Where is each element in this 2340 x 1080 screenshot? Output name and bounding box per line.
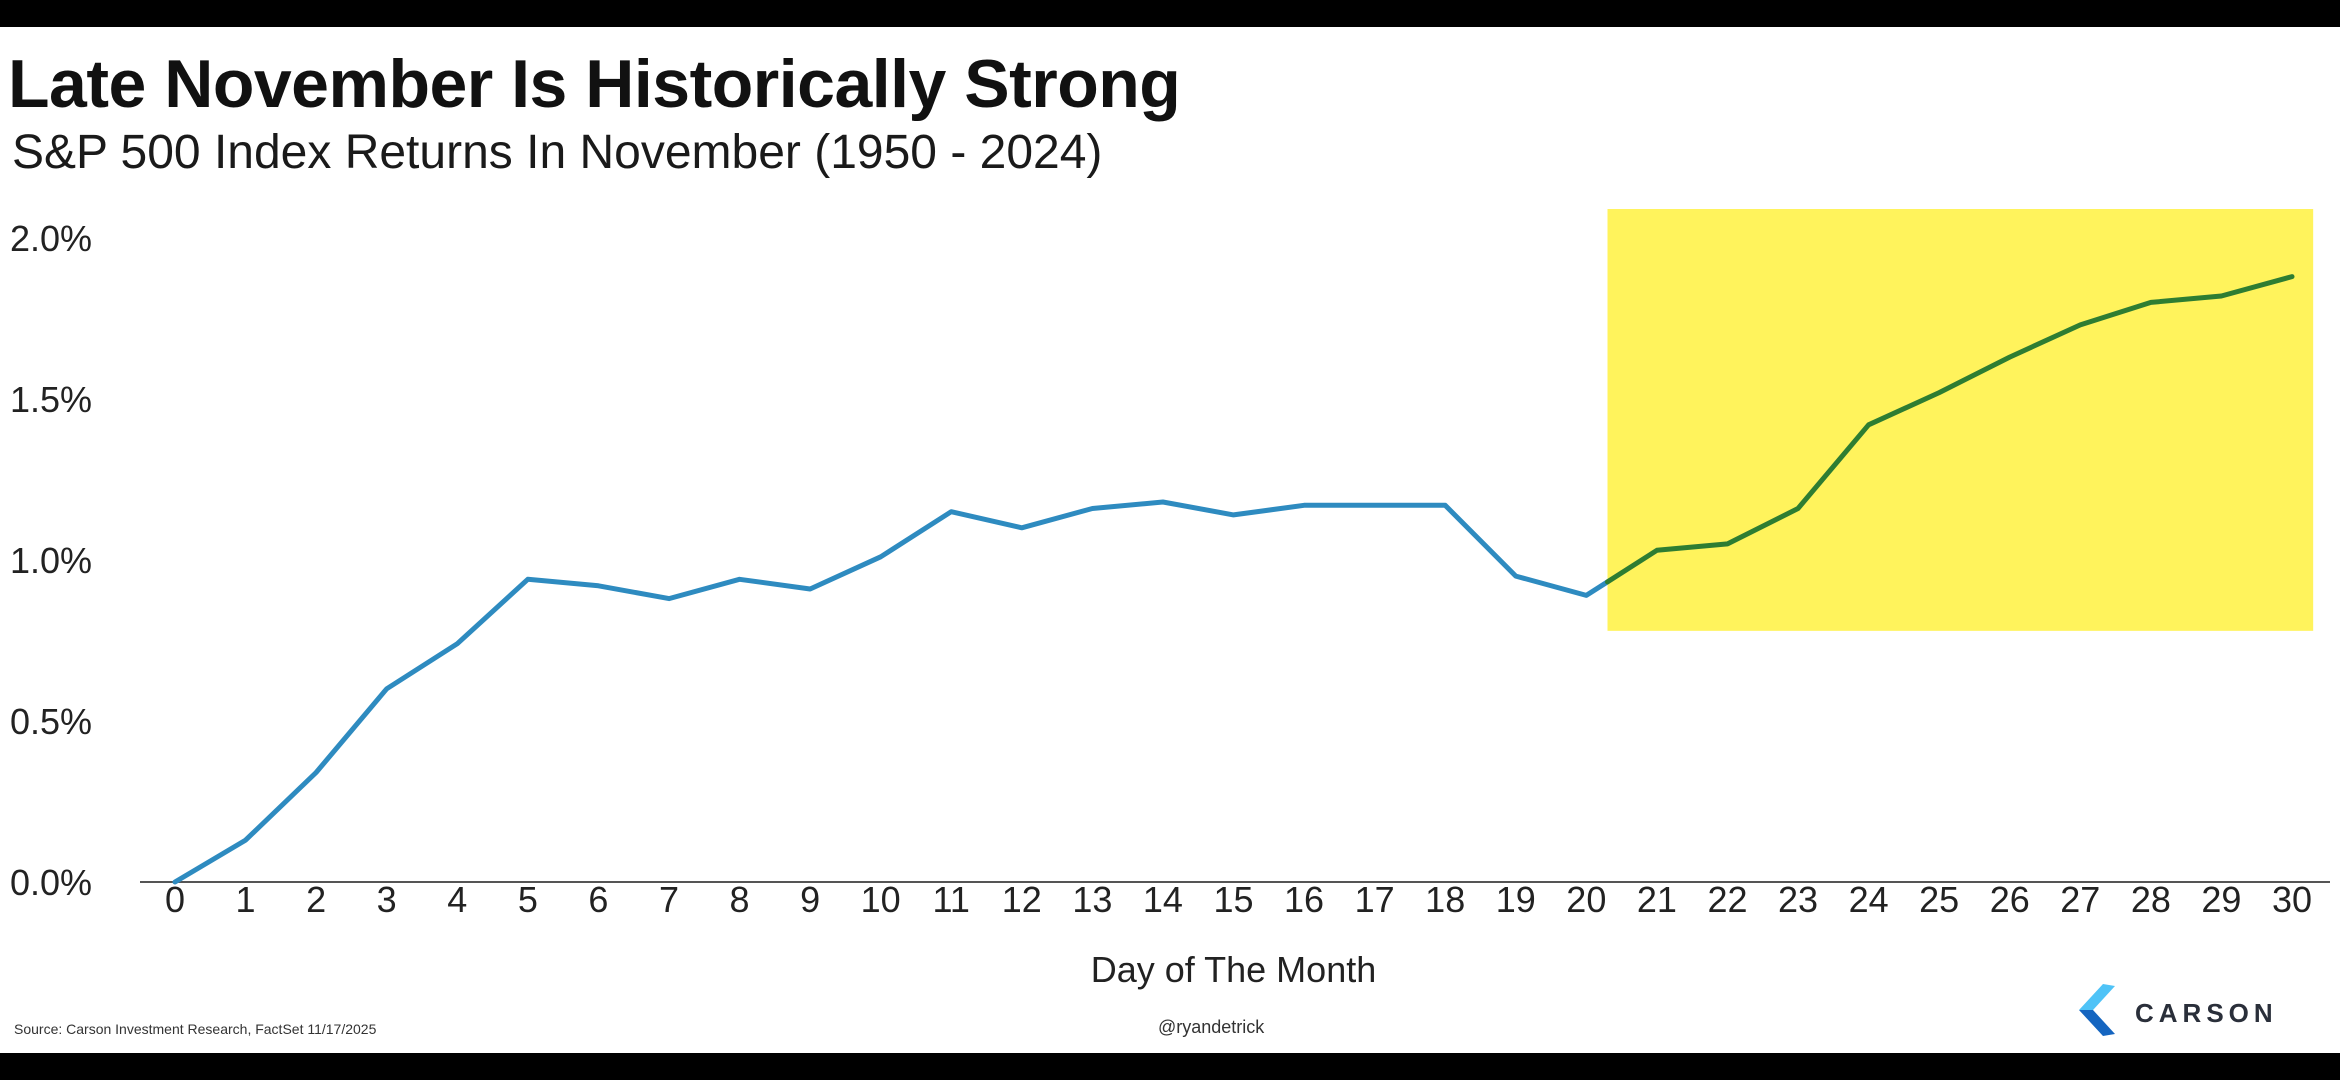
x-tick-label: 20: [1566, 879, 1606, 920]
source-note: Source: Carson Investment Research, Fact…: [14, 1021, 377, 1037]
x-tick-label: 18: [1425, 879, 1465, 920]
carson-logo: CARSON: [2075, 982, 2305, 1042]
x-tick-label: 17: [1355, 879, 1395, 920]
y-tick-label: 0.0%: [10, 862, 92, 903]
series-line-highlighted: [1605, 274, 2295, 585]
y-tick-label: 1.0%: [10, 540, 92, 581]
x-tick-label: 1: [236, 879, 256, 920]
x-tick-label: 9: [800, 879, 820, 920]
x-tick-label: 8: [730, 879, 750, 920]
author-handle: @ryandetrick: [1158, 1017, 1265, 1037]
carson-chevron-icon: [2079, 984, 2115, 1036]
x-tick-label: 5: [518, 879, 538, 920]
x-tick-label: 24: [1849, 879, 1889, 920]
x-axis-label: Day of The Month: [1091, 949, 1377, 990]
x-tick-label: 11: [933, 879, 970, 920]
x-tick-label: 14: [1143, 879, 1183, 920]
x-tick-label: 4: [447, 879, 467, 920]
x-tick-label: 26: [1990, 879, 2030, 920]
x-tick-label: 30: [2272, 879, 2312, 920]
x-tick-label: 6: [588, 879, 608, 920]
x-tick-label: 22: [1707, 879, 1747, 920]
x-tick-label: 19: [1496, 879, 1536, 920]
x-tick-label: 2: [306, 879, 326, 920]
y-tick-label: 0.5%: [10, 701, 92, 742]
x-tick-label: 23: [1778, 879, 1818, 920]
chart-subtitle: S&P 500 Index Returns In November (1950 …: [12, 126, 1103, 179]
y-tick-label: 2.0%: [10, 218, 92, 259]
x-tick-label: 28: [2131, 879, 2171, 920]
x-tick-label: 7: [659, 879, 679, 920]
x-tick-label: 25: [1919, 879, 1959, 920]
series-line-blue: [172, 499, 1610, 885]
x-tick-label: 0: [165, 879, 185, 920]
chart-title: Late November Is Historically Strong: [8, 46, 1181, 122]
highlight-region: [1607, 209, 2314, 631]
x-tick-label: 21: [1637, 879, 1677, 920]
chart-frame: 0.0% 0.5% 1.0% 1.5% 2.0% 0 1 2 3 4 5 6 7 8 9 10 11 12 13 1…: [0, 27, 2340, 1053]
carson-brand-text: CARSON: [2135, 998, 2278, 1028]
x-tick-label: 3: [377, 879, 397, 920]
x-tick-label: 16: [1284, 879, 1324, 920]
y-tick-label: 1.5%: [10, 379, 92, 420]
chart-plot: 0.0%0.5%1.0%1.5%2.0% 0 1 2 3 4 5 6 7 8 9 10 11 12 13 1…: [10, 209, 2330, 990]
x-tick-label: 12: [1002, 879, 1042, 920]
x-tick-label: 29: [2201, 879, 2241, 920]
x-tick-label: 13: [1072, 879, 1112, 920]
x-tick-label: 27: [2060, 879, 2100, 920]
x-tick-label: 15: [1213, 879, 1253, 920]
x-tick-label: 10: [861, 879, 901, 920]
